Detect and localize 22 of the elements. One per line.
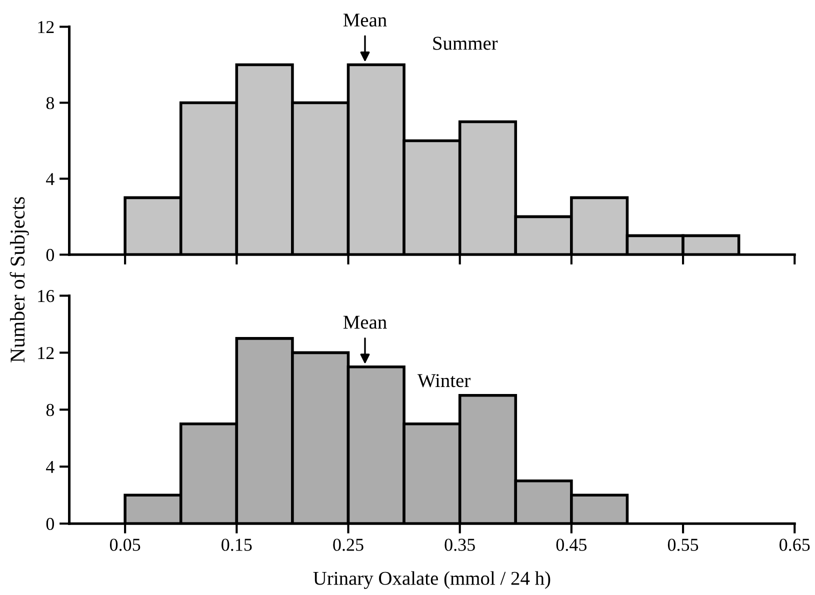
x-tick-label: 0.55	[668, 538, 698, 551]
text: Winter	[417, 374, 470, 388]
x-axis-title: Urinary Oxalate (mmol / 24 h)	[313, 571, 550, 589]
x-tick-label: 0.15	[222, 538, 252, 551]
x-tick-label: 0.05	[110, 538, 140, 551]
annotation: Mean	[343, 14, 387, 27]
y-tick-label: 4	[46, 461, 54, 473]
chart-title: Summer	[433, 36, 498, 50]
y-tick-label: 0	[46, 248, 54, 262]
annotation: Mean	[343, 316, 387, 329]
x-tick-label: 0.25	[333, 538, 364, 551]
y-tick-label: 8	[46, 97, 54, 110]
y-axis-title: Number of Subjects	[10, 197, 29, 362]
x-tick-label: 0.35	[444, 538, 475, 551]
y-tick-label: 4	[46, 173, 54, 185]
x-tick-label: 0.45	[556, 538, 587, 551]
y-tick-label: 12	[38, 21, 54, 34]
y-tick-label: 12	[38, 346, 54, 359]
y-tick-label: 0	[46, 518, 54, 530]
y-tick-label: 8	[46, 404, 54, 416]
y-tick-label: 16	[38, 290, 54, 302]
x-tick-label: 0.65	[780, 538, 810, 551]
